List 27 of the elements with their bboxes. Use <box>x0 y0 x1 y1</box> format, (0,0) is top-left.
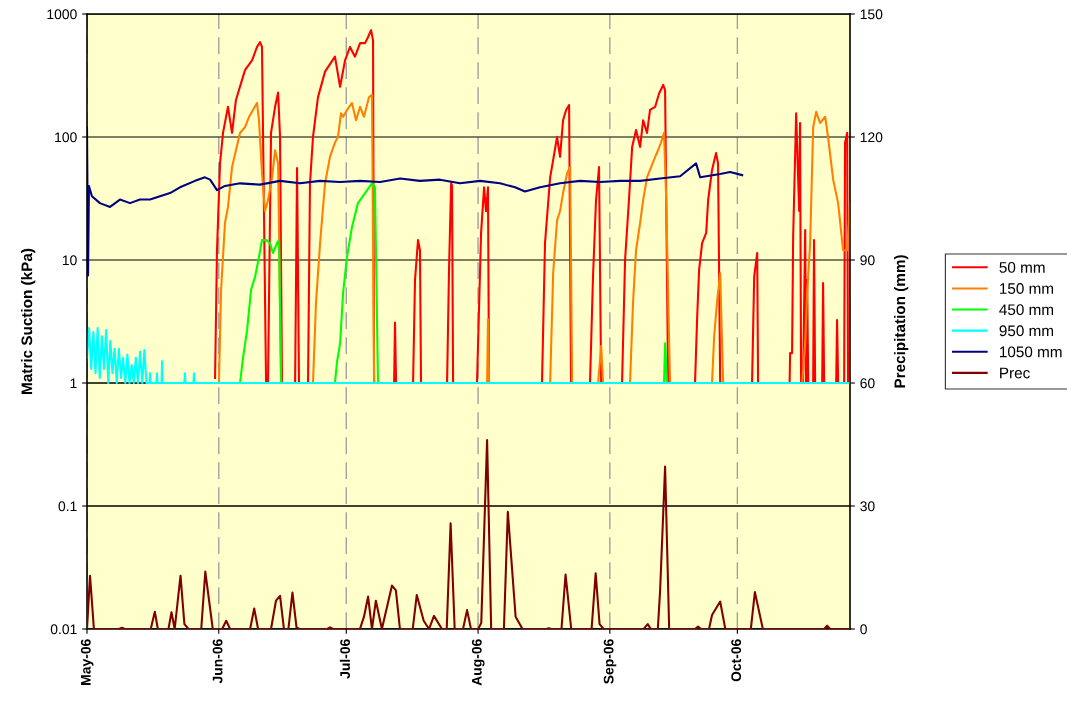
x-tick-label: Oct-06 <box>731 639 742 682</box>
x-tick-label: Jul-06 <box>339 639 351 679</box>
y2-tick-label: 120 <box>860 132 883 143</box>
y2-tick-label: 90 <box>860 255 875 266</box>
y-tick-label: 1000 <box>47 9 77 20</box>
x-tick-label: Sep-06 <box>603 639 617 684</box>
legend-label: 150 mm <box>1000 283 1054 294</box>
y2-tick-label: 150 <box>860 9 883 20</box>
legend-label: 950 mm <box>999 325 1054 337</box>
x-tick-label: Jun-06 <box>212 639 223 684</box>
y2-axis-title: Precipitation (mm) <box>894 255 909 388</box>
y-tick-label: 0.1 <box>58 501 77 512</box>
legend-label: 450 mm <box>999 304 1054 316</box>
y-axis-title: Matric Suction (kPa) <box>21 248 36 394</box>
y2-tick-label: 60 <box>860 378 875 389</box>
line-series <box>214 29 850 385</box>
legend-label: 50 mm <box>999 261 1045 273</box>
y-tick-label: 10 <box>62 255 77 266</box>
y2-tick-label: 30 <box>860 501 875 512</box>
y-tick-label: 1 <box>70 378 77 389</box>
x-tick-label: May-06 <box>80 639 94 685</box>
x-tick-label: Aug-06 <box>471 639 485 686</box>
legend-label: Prec <box>1000 367 1030 379</box>
legend-label: 1050 mm <box>1000 346 1062 358</box>
y-tick-label: 100 <box>55 132 77 143</box>
y2-tick-label: 0 <box>860 624 867 635</box>
y-tick-label: 0.01 <box>50 624 77 635</box>
